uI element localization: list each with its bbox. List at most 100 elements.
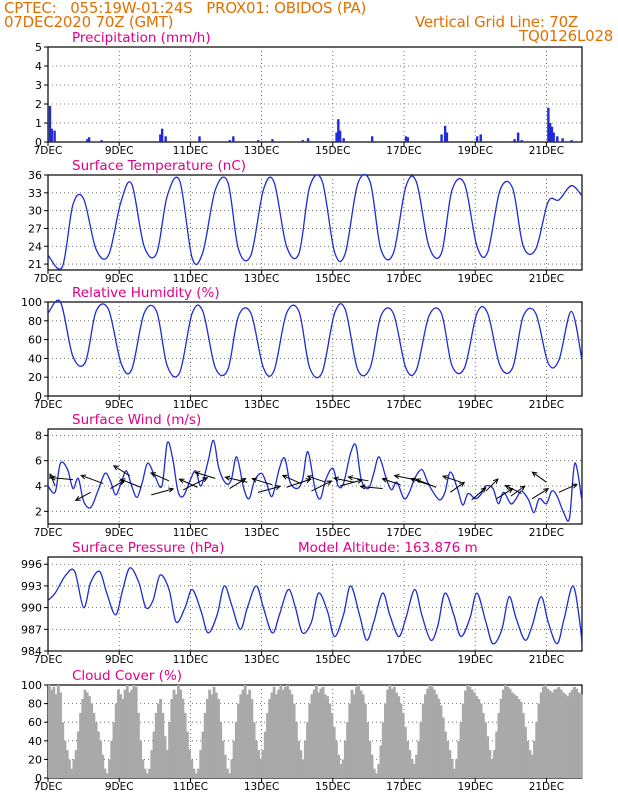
panel-3-xtick-label: 9DEC	[105, 399, 134, 411]
panel-6-bar	[214, 692, 218, 778]
panel-6-bar	[455, 759, 458, 778]
panel-6-bar	[292, 703, 296, 778]
panel-1-bar	[552, 132, 555, 142]
panel-1-bar	[198, 136, 201, 142]
panel-4-series-line	[47, 439, 583, 522]
panel-6-bar	[226, 768, 229, 778]
panel-4-wind-arrow	[311, 480, 332, 492]
panel-4-wind-arrow-head	[178, 478, 185, 484]
panel-6-bar	[105, 773, 109, 778]
panel-1-bar	[550, 126, 554, 142]
panel-6-bar	[339, 764, 343, 778]
panel-4-wind-arrow	[151, 488, 174, 496]
panel-6-bar	[495, 731, 499, 778]
panel-6-bar	[559, 689, 563, 778]
panel-4-wind-arrow	[505, 485, 522, 495]
panel-6-bar	[466, 685, 470, 778]
panel-4-ytick-label: 6	[35, 455, 42, 468]
panel-4-frame	[47, 428, 583, 525]
panel-1-xtick-label: 11DEC	[173, 145, 208, 157]
panel-1-bar	[301, 140, 304, 142]
panel-6-bar	[88, 696, 91, 778]
panel-1-bar	[475, 136, 479, 142]
panel-6-bar	[410, 759, 414, 778]
panel-6-bar	[557, 686, 561, 778]
panel-1-bar	[520, 140, 523, 142]
panel-6-bar	[297, 740, 301, 778]
panel-1-ytick-label: 5	[35, 41, 42, 54]
panel-6-bar	[197, 768, 200, 778]
panel-1-bar	[513, 139, 516, 142]
panel-6-bar	[441, 717, 445, 778]
panel-6-bar	[268, 698, 272, 778]
panel-6-bar	[183, 712, 187, 778]
header-station: CPTEC: 055:19W-01:24S PROX01: OBIDOS (PA…	[4, 0, 367, 17]
panel-4-xtick-label: 9DEC	[105, 527, 134, 539]
panel-6-bar	[501, 689, 505, 778]
panel-4-wind-arrow-head	[326, 480, 333, 486]
panel-6-bar	[294, 722, 298, 778]
panel-5-ytick-label: 996	[21, 558, 42, 571]
panel-4-wind-arrow	[49, 473, 56, 487]
panel-6-bar	[346, 722, 349, 778]
panel-1-bar	[561, 138, 564, 142]
panel-4-wind-arrow-head	[251, 477, 258, 483]
panel-4-wind-arrow-head	[74, 496, 81, 501]
panel-6-bar	[415, 754, 418, 778]
panel-4-wind-arrow	[120, 478, 141, 488]
panel-6-bar	[515, 696, 519, 778]
panel-6-bar	[159, 698, 163, 778]
panel-6-bar	[488, 750, 492, 778]
panel-3-ytick-label: 100	[21, 296, 42, 309]
panel-6-bar	[412, 764, 416, 778]
panel-6-bar	[406, 740, 410, 778]
panel-4-wind-arrow-head	[333, 476, 340, 482]
panel-5-xtick-label: 9DEC	[105, 654, 134, 666]
panel-6-bar	[439, 705, 443, 778]
panel-6-xtick-label: 21DEC	[529, 781, 564, 793]
panel-6-bar	[450, 759, 454, 778]
panel-6-bar	[203, 712, 207, 778]
panel-2-xtick-label: 11DEC	[173, 273, 208, 285]
panel-6-bar	[52, 686, 56, 778]
panel-6-bar	[59, 692, 62, 778]
panel-6-bar	[350, 689, 354, 778]
panel-6-bar	[481, 712, 485, 778]
panel-6-bar	[121, 698, 125, 778]
panel-4-wind-arrow-head	[80, 474, 87, 480]
panel-6-bar	[194, 773, 198, 778]
panel-6-bar	[299, 750, 303, 778]
panel-2-frame	[47, 174, 583, 271]
panel-6-bar	[50, 689, 54, 778]
panel-6-bar	[143, 768, 147, 778]
panel-4-wind-arrow	[150, 472, 170, 482]
panel-6-bar	[575, 688, 579, 778]
panel-6-bar	[506, 686, 510, 778]
panel-1-bar	[516, 132, 520, 142]
panel-6-bar	[392, 686, 396, 778]
panel-6-bar	[464, 690, 467, 778]
panel-5-frame	[47, 556, 583, 652]
panel-6-bar	[521, 712, 525, 778]
panel-1-bar	[86, 139, 89, 142]
panel-6-bar	[277, 689, 280, 778]
panel-6-bar	[114, 703, 118, 778]
panel-1-bar	[87, 137, 91, 142]
panel-4-wind-arrow	[50, 477, 73, 481]
panel-3-ytick-label: 20	[28, 371, 42, 384]
header-datetime: 07DEC2020 70Z (GMT)	[4, 13, 174, 31]
panel-4-xtick-label: 21DEC	[529, 527, 564, 539]
panel-6-bar	[317, 692, 321, 778]
panel-6-bar	[134, 686, 138, 778]
panel-4-xtick-label: 17DEC	[386, 527, 421, 539]
panel-6-bar	[446, 740, 450, 778]
panel-1-bar	[338, 130, 342, 142]
panel-6-bar	[150, 750, 154, 778]
panel-1-bar	[160, 128, 164, 142]
panel-4-wind-arrow	[334, 477, 355, 483]
panel-6-ytick-label: 0	[35, 772, 42, 785]
panel-6-bar	[56, 685, 60, 778]
panel-5-ytick-label: 993	[21, 580, 42, 593]
panel-6-bar	[435, 694, 438, 778]
panel-6-bar	[321, 686, 325, 778]
